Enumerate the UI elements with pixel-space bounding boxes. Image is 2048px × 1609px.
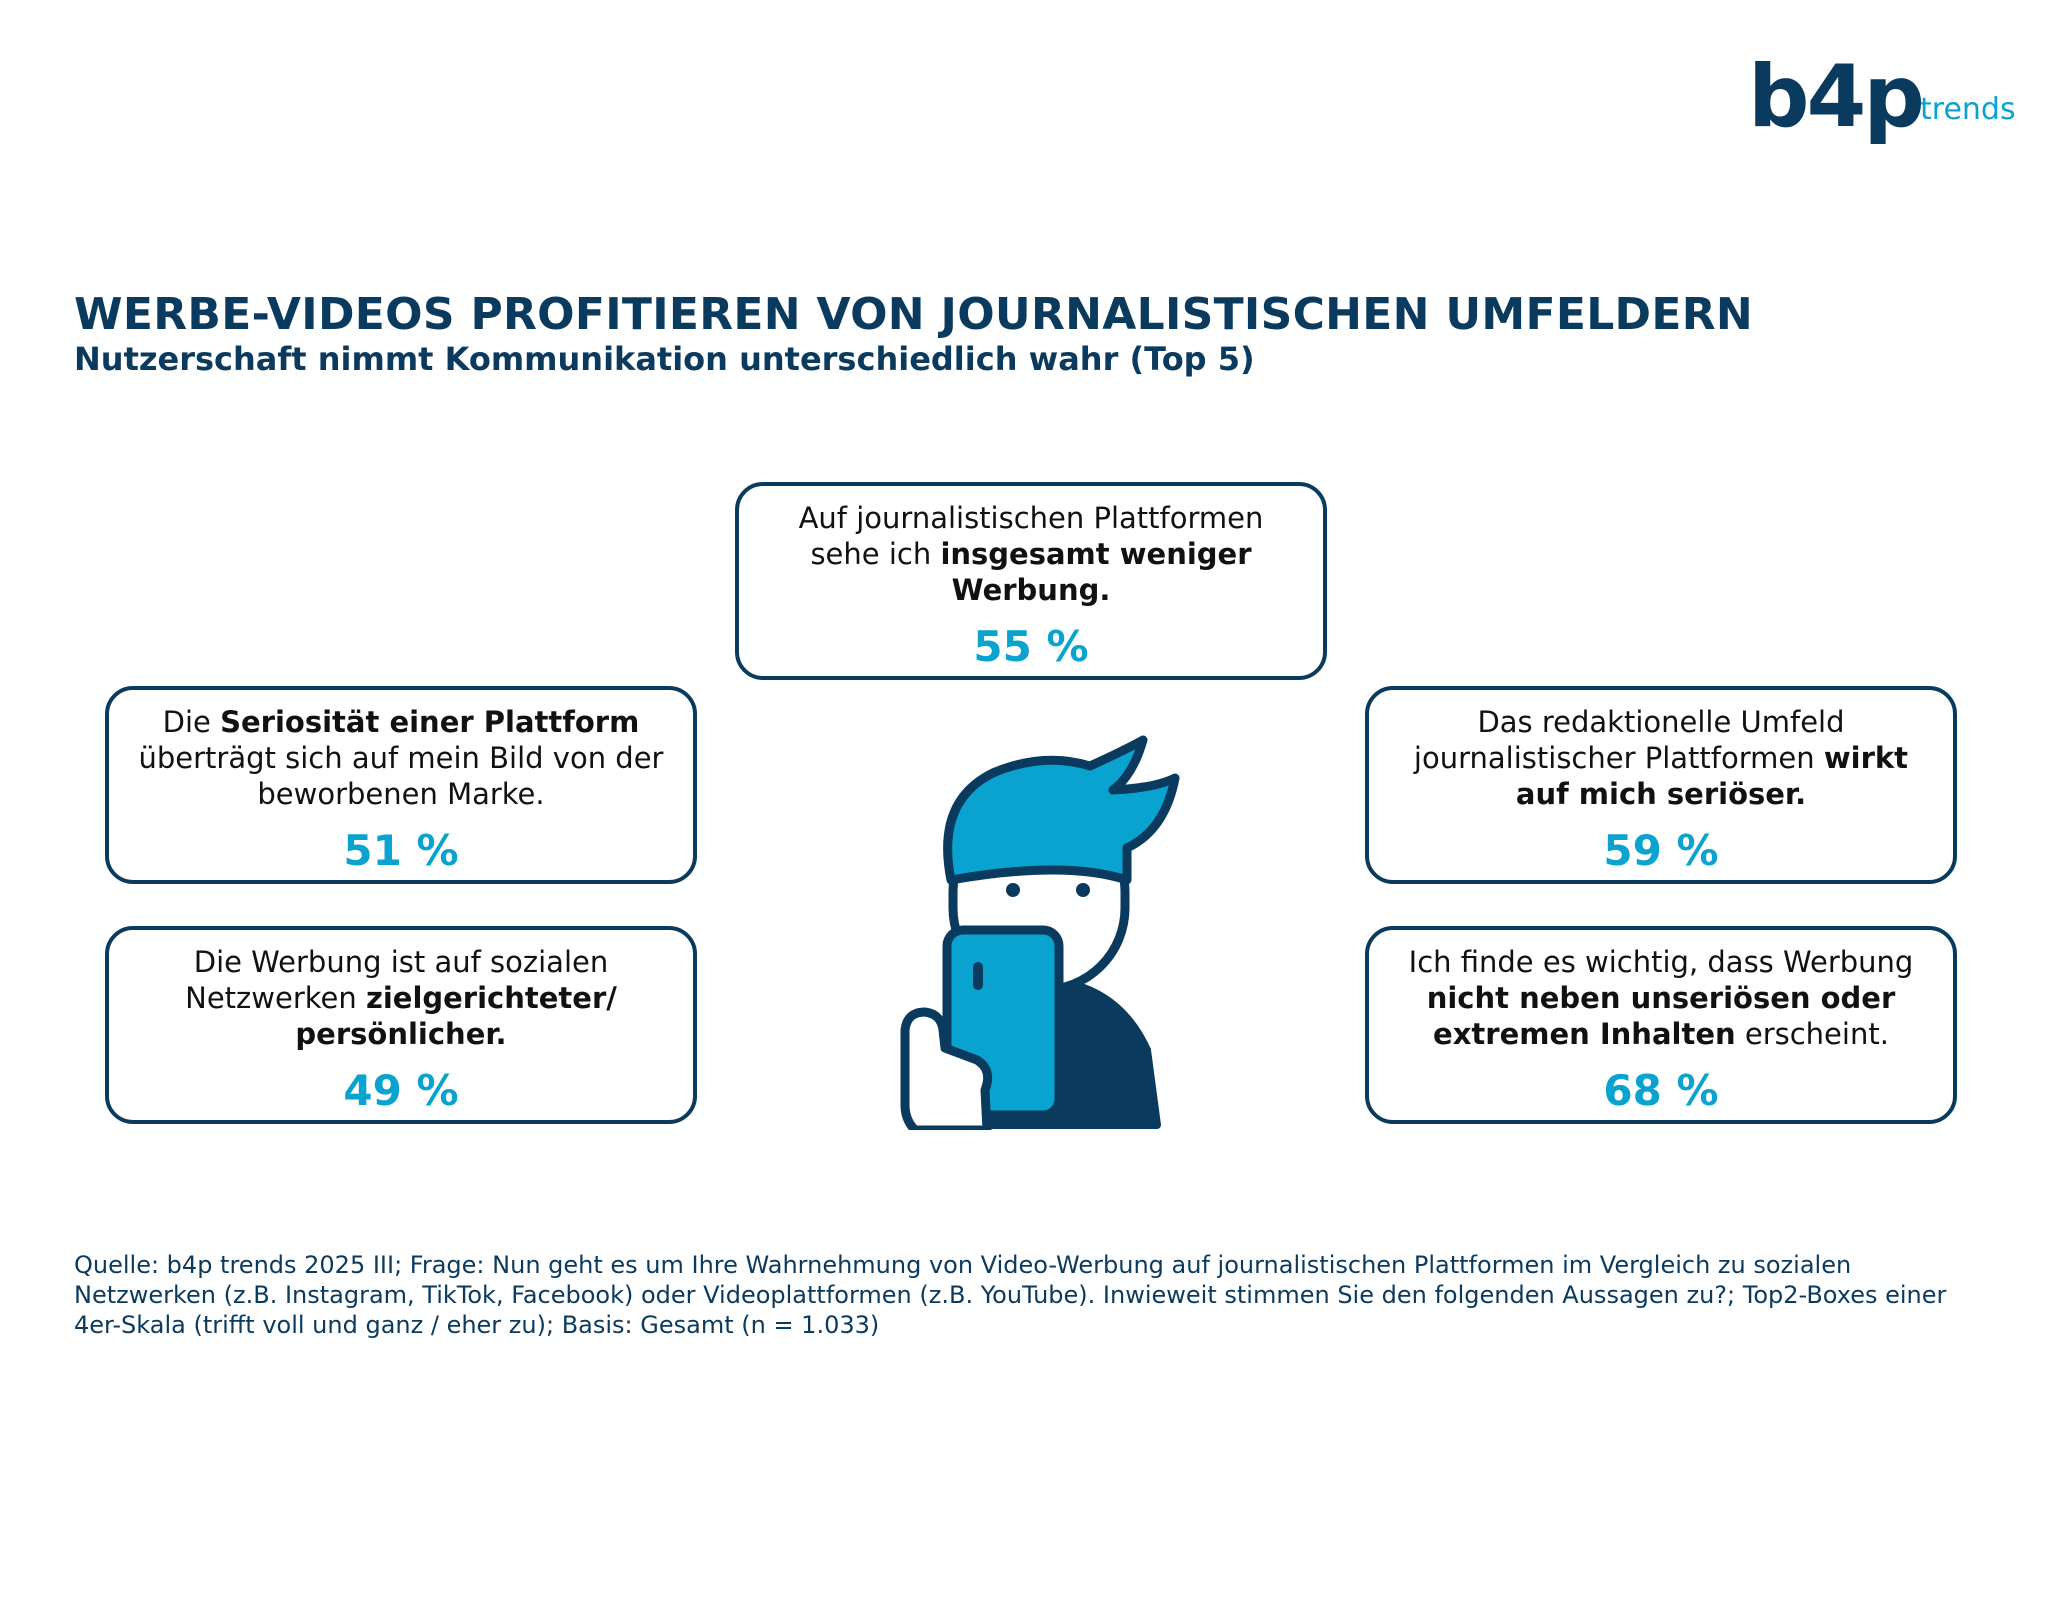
statement-value: 51 % <box>343 826 459 875</box>
statement-text-bold: wirkt auf mich seriöser. <box>1515 741 1909 811</box>
statement-text-part: überträgt sich auf mein Bild von der bew… <box>138 741 664 811</box>
statement-text: Das redaktionelle Umfeld journalistische… <box>1392 704 1929 812</box>
statement-value: 55 % <box>973 622 1089 671</box>
statement-text-bold: Seriosität einer Plattform <box>220 705 640 739</box>
statement-text: Auf journalistischen Plattformen sehe ic… <box>762 500 1299 608</box>
statement-text-part: Die <box>162 705 221 739</box>
statement-value: 49 % <box>343 1066 459 1115</box>
chart-subtitle: Nutzerschaft nimmt Kommunikation untersc… <box>74 340 1255 378</box>
person-holding-smartphone-icon <box>900 735 1180 1130</box>
chart-title: WERBE-VIDEOS PROFITIEREN VON JOURNALISTI… <box>74 289 1754 340</box>
logo-wordmark: b4p <box>1748 47 1925 147</box>
statement-text-part: Das redaktionelle Umfeld journalistische… <box>1413 705 1845 775</box>
statement-text-bold: nicht neben unseriösen oder extremen Inh… <box>1426 981 1896 1051</box>
source-note: Quelle: b4p trends 2025 III; Frage: Nun … <box>74 1251 1947 1339</box>
statement-text-part: Auf journalistischen Plattformen sehe ic… <box>798 501 1264 571</box>
statement-text-part: Ich finde es wichtig, dass Werbung <box>1408 945 1914 979</box>
statement-text-bold: insgesamt weniger Werbung. <box>940 537 1252 607</box>
statement-card: Die Werbung ist auf sozialen Netzwerken … <box>105 926 697 1124</box>
b4p-trends-logo: b4p trends <box>1748 52 2028 142</box>
statement-text-part: Die Werbung ist auf sozialen Netzwerken <box>185 945 609 1015</box>
statement-value: 59 % <box>1603 826 1719 875</box>
statement-text: Die Seriosität einer Plattform überträgt… <box>132 704 669 812</box>
statement-card: Auf journalistischen Plattformen sehe ic… <box>735 482 1327 680</box>
statement-text: Ich finde es wichtig, dass Werbung nicht… <box>1392 944 1929 1052</box>
statement-value: 68 % <box>1603 1066 1719 1115</box>
statement-card: Ich finde es wichtig, dass Werbung nicht… <box>1365 926 1957 1124</box>
statement-card: Das redaktionelle Umfeld journalistische… <box>1365 686 1957 884</box>
statement-text-bold: zielgerichteter/ persönlicher. <box>295 981 617 1051</box>
statement-text: Die Werbung ist auf sozialen Netzwerken … <box>132 944 669 1052</box>
statement-card: Die Seriosität einer Plattform überträgt… <box>105 686 697 884</box>
logo-product-name: trends <box>1920 92 2016 127</box>
statement-text-part: erscheint. <box>1735 1017 1889 1051</box>
